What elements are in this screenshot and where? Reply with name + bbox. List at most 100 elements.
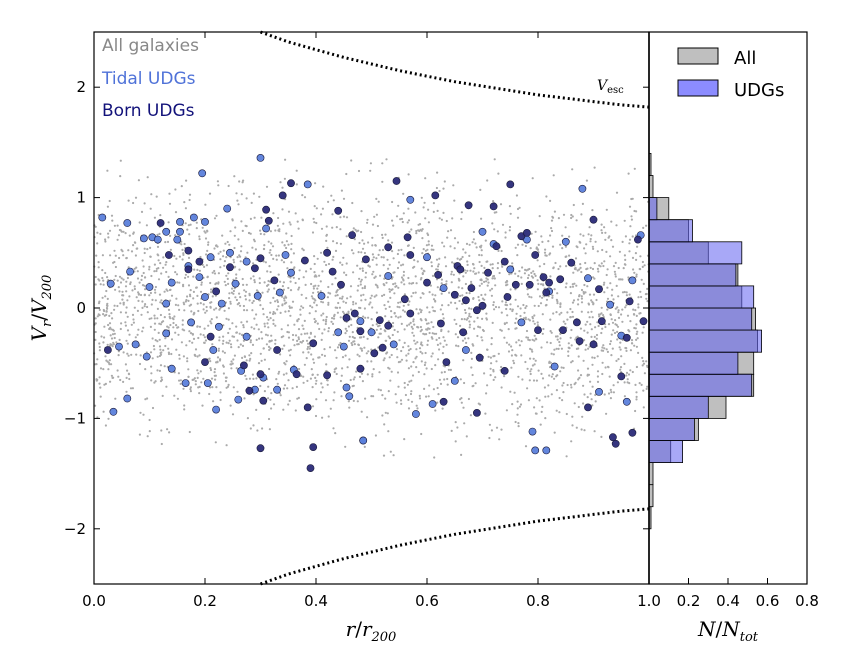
all-galaxies-point — [153, 328, 156, 331]
all-galaxies-point — [516, 207, 520, 211]
all-galaxies-point — [637, 296, 640, 299]
all-galaxies-point — [428, 291, 431, 294]
all-galaxies-point — [250, 201, 253, 204]
all-galaxies-point — [468, 326, 471, 329]
all-galaxies-point — [168, 202, 172, 205]
all-galaxies-point — [462, 275, 465, 278]
all-galaxies-point — [259, 229, 262, 232]
born-udgs-point — [597, 317, 606, 326]
all-galaxies-point — [222, 372, 225, 375]
all-galaxies-point — [437, 393, 440, 396]
all-galaxies-point — [128, 295, 131, 298]
all-galaxies-point — [258, 277, 261, 280]
all-galaxies-point — [489, 367, 492, 370]
all-galaxies-point — [625, 304, 628, 307]
all-galaxies-point — [510, 345, 513, 348]
all-galaxies-point — [116, 238, 119, 241]
all-galaxies-point — [315, 221, 318, 225]
all-galaxies-point — [324, 399, 328, 402]
all-galaxies-point — [610, 391, 613, 394]
all-galaxies-point — [431, 337, 434, 340]
all-galaxies-point — [617, 295, 620, 298]
all-galaxies-point — [163, 316, 166, 319]
all-galaxies-point — [311, 405, 315, 408]
born-udgs-point — [595, 285, 603, 294]
all-galaxies-point — [105, 289, 108, 293]
all-galaxies-point — [330, 320, 333, 323]
all-galaxies-point — [339, 242, 342, 245]
all-galaxies-point — [226, 277, 229, 280]
all-galaxies-point — [129, 387, 133, 390]
all-galaxies-point — [111, 333, 115, 336]
all-galaxies-point — [228, 297, 231, 300]
tidal-udgs-point — [528, 427, 537, 436]
all-galaxies-point — [635, 314, 638, 317]
all-galaxies-point — [409, 347, 412, 351]
all-galaxies-point — [258, 337, 261, 340]
all-galaxies-point — [407, 173, 410, 176]
all-galaxies-point — [620, 313, 623, 316]
all-galaxies-point — [313, 317, 316, 321]
all-galaxies-point — [436, 268, 439, 271]
all-galaxies-point — [415, 404, 418, 407]
x-tick-label: 0.0 — [82, 592, 106, 610]
all-galaxies-point — [229, 302, 232, 305]
all-galaxies-point — [222, 339, 225, 342]
all-galaxies-point — [103, 314, 106, 317]
all-galaxies-point — [643, 264, 646, 267]
all-galaxies-point — [604, 231, 607, 234]
born-udgs-point — [309, 443, 318, 451]
all-galaxies-point — [594, 326, 597, 329]
all-galaxies-point — [186, 295, 189, 298]
tidal-udgs-point — [214, 322, 223, 331]
all-galaxies-point — [439, 382, 443, 385]
all-galaxies-point — [392, 321, 395, 325]
all-galaxies-point — [472, 238, 475, 241]
all-galaxies-point — [122, 351, 125, 354]
all-galaxies-point — [300, 333, 303, 336]
all-galaxies-point — [381, 162, 384, 165]
all-galaxies-point — [252, 299, 255, 303]
all-galaxies-point — [205, 264, 208, 267]
all-galaxies-point — [364, 397, 367, 400]
all-galaxies-point — [590, 398, 593, 401]
all-galaxies-point — [323, 328, 326, 331]
all-galaxies-point — [196, 376, 199, 379]
all-galaxies-point — [512, 362, 516, 365]
all-galaxies-point — [314, 182, 317, 185]
all-galaxies-point — [514, 321, 517, 325]
all-galaxies-point — [394, 393, 397, 396]
all-galaxies-point — [238, 180, 241, 183]
all-galaxies-point — [124, 324, 127, 327]
all-galaxies-point — [501, 265, 504, 268]
all-galaxies-point — [160, 299, 163, 302]
all-galaxies-point — [204, 231, 207, 234]
all-galaxies-point — [625, 294, 629, 297]
all-galaxies-point — [581, 202, 585, 205]
all-galaxies-point — [149, 246, 152, 249]
all-galaxies-point — [332, 199, 335, 202]
all-galaxies-point — [566, 318, 569, 321]
all-galaxies-point — [245, 320, 249, 323]
all-galaxies-point — [266, 334, 269, 337]
all-galaxies-point — [459, 294, 462, 297]
all-galaxies-point — [327, 301, 330, 304]
all-galaxies-point — [347, 339, 351, 342]
all-galaxies-cloud — [93, 158, 650, 459]
all-galaxies-point — [174, 188, 177, 191]
all-galaxies-point — [447, 304, 450, 307]
tidal-udgs-point — [203, 379, 212, 387]
all-galaxies-point — [180, 341, 183, 344]
all-galaxies-point — [591, 209, 594, 212]
all-galaxies-point — [325, 318, 328, 321]
all-galaxies-point — [558, 411, 561, 414]
all-galaxies-point — [371, 253, 374, 256]
all-galaxies-point — [639, 290, 642, 293]
all-galaxies-point — [352, 303, 355, 306]
all-galaxies-point — [396, 371, 400, 374]
all-galaxies-point — [175, 297, 178, 300]
all-galaxies-point — [198, 392, 201, 395]
all-galaxies-point — [262, 313, 265, 316]
all-galaxies-point — [641, 260, 645, 264]
all-galaxies-point — [158, 293, 162, 296]
